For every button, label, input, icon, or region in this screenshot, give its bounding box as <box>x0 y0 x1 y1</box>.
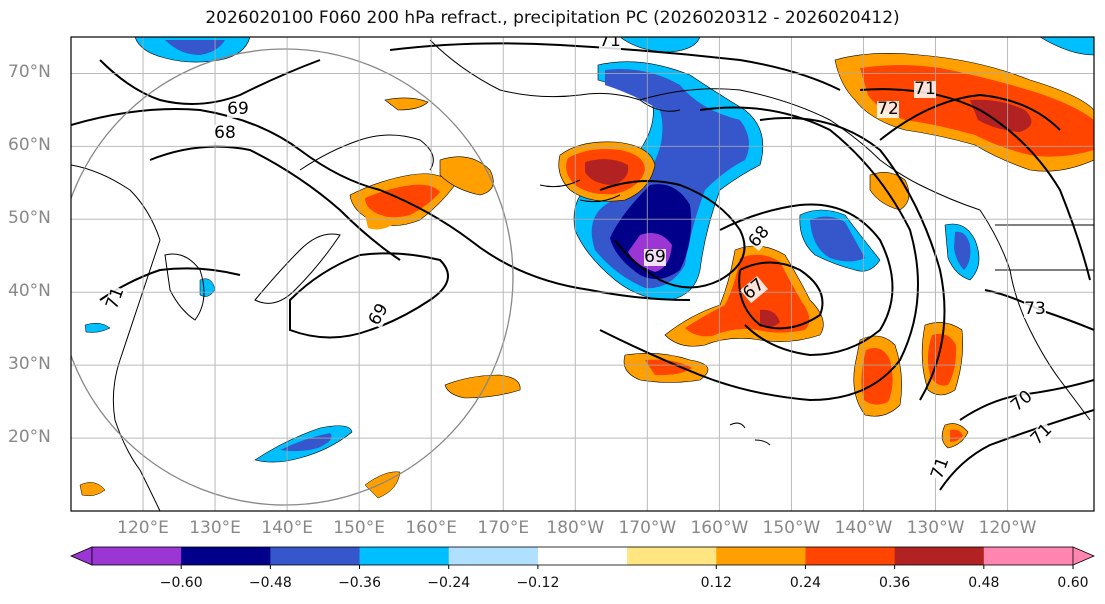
colorbar-segment <box>716 547 806 565</box>
contour-label: 72 <box>877 99 899 119</box>
contour-label-bg <box>644 249 666 266</box>
colorbar-tick-label: 0.36 <box>879 575 911 591</box>
colorbar-segment <box>359 547 450 565</box>
map-title: 2026020100 F060 200 hPa refract., precip… <box>205 8 900 28</box>
colorbar-tick-label: 0.60 <box>1057 575 1089 591</box>
lon-tick-label: 120°E <box>117 518 169 538</box>
contour-label-bg <box>1028 421 1056 449</box>
contour-label-bg <box>914 81 936 98</box>
lon-tick-label: 140°E <box>261 518 313 538</box>
colorbar-segment <box>92 547 182 565</box>
lon-tick-label: 130°W <box>906 518 965 538</box>
lon-tick-label: 160°E <box>405 518 458 538</box>
contour-label-bg <box>929 455 953 482</box>
colorbar-tick-label: 0.24 <box>789 575 822 591</box>
lon-tick-label: 120°W <box>978 518 1037 538</box>
contour-label-bg <box>1008 387 1036 416</box>
colorbar-tick-label: −0.12 <box>516 575 560 591</box>
contour-label: 69 <box>227 99 249 119</box>
precip-shading <box>79 37 1094 499</box>
colorbar-segment <box>627 547 717 565</box>
map-frame-border <box>70 36 1095 512</box>
lat-tick-label: 50°N <box>8 208 51 229</box>
contour-label-bg <box>104 285 128 312</box>
colorbar-segment <box>448 547 539 565</box>
lon-tick-label: 150°W <box>762 518 821 538</box>
colorbar-border <box>91 546 1074 566</box>
gridlines <box>71 37 1094 511</box>
contour-label-bg <box>877 101 899 118</box>
contour-label-bg <box>1024 301 1046 318</box>
contour-label: 68 <box>214 123 236 143</box>
lon-tick-label: 170°E <box>477 518 530 538</box>
colorbar-segment <box>181 547 271 565</box>
colorbar <box>69 546 1096 569</box>
colorbar-extend-max <box>1072 546 1096 566</box>
colorbar-tick-label: 0.48 <box>968 575 1000 591</box>
lon-tick-label: 170°W <box>618 518 677 538</box>
lon-tick-label: 160°W <box>690 518 749 538</box>
colorbar-segment <box>894 547 985 565</box>
lat-tick-label: 40°N <box>8 281 51 302</box>
colorbar-tick-label: −0.48 <box>248 575 292 591</box>
range-circle <box>71 48 514 506</box>
lat-tick-label: 30°N <box>8 354 51 375</box>
contour-label: 73 <box>1024 299 1046 319</box>
contour-label: 71 <box>599 31 621 51</box>
contour-label-bg <box>227 101 249 118</box>
colorbar-segment <box>270 547 361 565</box>
colorbar-segment <box>537 547 628 565</box>
lon-tick-label: 150°E <box>333 518 386 538</box>
colorbar-segment <box>805 547 896 565</box>
lat-tick-label: 20°N <box>8 427 51 448</box>
contour-label: 71 <box>914 79 936 99</box>
contour-label-bg <box>599 37 621 50</box>
contour-label-bg <box>214 125 236 142</box>
lon-tick-label: 180°W <box>546 518 605 538</box>
lon-tick-label: 140°W <box>834 518 893 538</box>
colorbar-tick-label: 0.12 <box>700 575 732 591</box>
contour-label-bg <box>740 275 768 304</box>
colorbar-tick-label: −0.60 <box>159 575 203 591</box>
colorbar-extend-min <box>69 546 93 566</box>
lon-tick-label: 130°E <box>189 518 241 538</box>
lat-tick-label: 60°N <box>8 135 51 156</box>
contour-label: 69 <box>644 247 666 267</box>
colorbar-segment <box>983 547 1074 565</box>
colorbar-tick-label: −0.36 <box>338 575 381 591</box>
lat-tick-label: 70°N <box>8 62 51 83</box>
contour-label-bg <box>366 300 392 329</box>
colorbar-tick-label: −0.24 <box>427 575 471 591</box>
contour-label-bg <box>745 223 774 251</box>
coastlines <box>71 39 1094 511</box>
